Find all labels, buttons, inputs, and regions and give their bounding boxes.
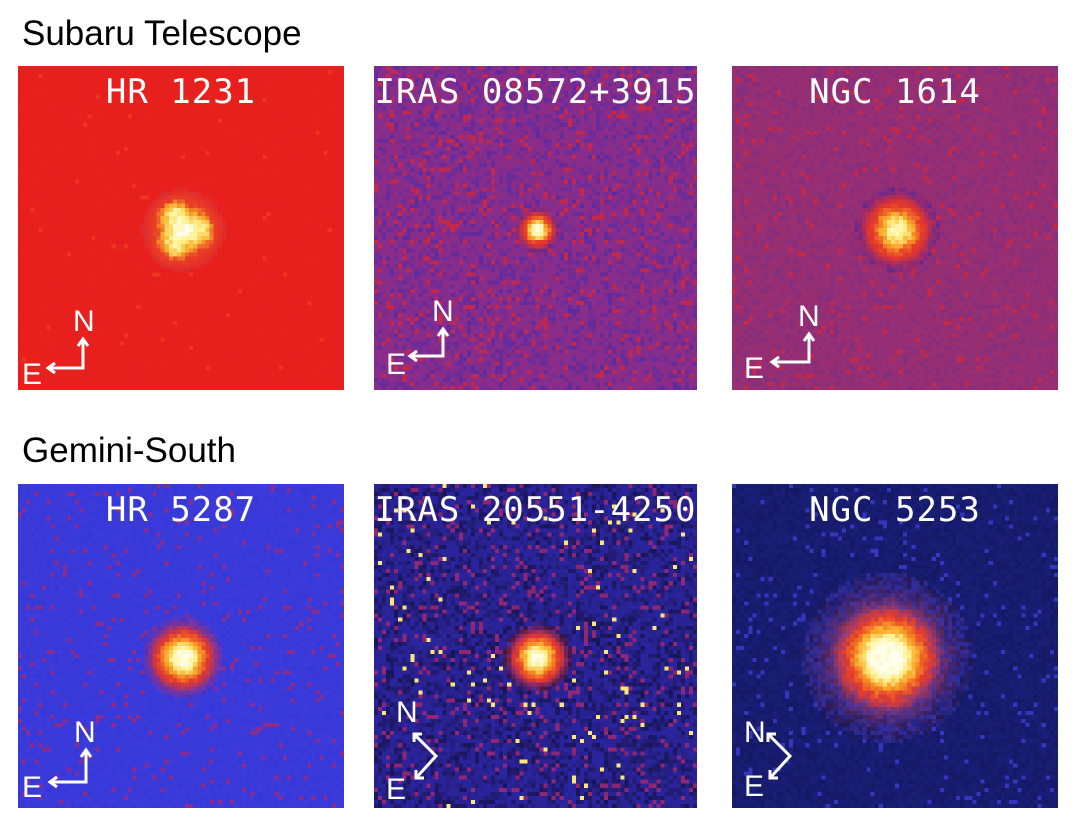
panel-label: HR 1231 [105,72,257,112]
image-panel-iras-20551: IRAS 20551-4250 N E [374,484,697,808]
astro-image [732,66,1058,390]
image-panel-ngc-1614: NGC 1614 N E [732,66,1058,390]
panel-label: NGC 5253 [809,490,981,530]
compass-icon: N E [386,696,439,806]
astro-image [374,66,697,390]
compass-north-label: N [798,300,820,333]
compass-north-label: N [744,716,766,749]
panel-label: IRAS 08572+3915 [374,72,697,112]
panel-label: IRAS 20551-4250 [374,490,697,530]
image-panel-ngc-5253: NGC 5253 N E [732,484,1058,808]
compass-east-label: E [744,770,764,803]
astro-image [18,484,344,808]
image-panel-hr-5287: HR 5287 N E [18,484,344,808]
compass-east-label: E [386,773,406,806]
compass-icon: N E [22,716,96,804]
compass-east-label: E [744,352,764,385]
panel-label: NGC 1614 [809,72,981,112]
panel-label: HR 5287 [105,490,257,530]
image-panel-hr-1231: HR 1231 N E [18,66,344,390]
compass-north-label: N [74,716,96,749]
compass-icon: N E [744,716,793,803]
compass-east-label: E [386,348,406,381]
compass-north-label: N [396,696,418,729]
compass-icon: N E [386,295,454,381]
astro-image [374,484,697,808]
astro-image [18,66,344,390]
section-title-subaru: Subaru Telescope [22,14,302,53]
compass-icon: N E [744,300,820,385]
compass-east-label: E [22,358,42,390]
compass-east-label: E [22,771,42,804]
section-title-gemini: Gemini-South [22,431,236,470]
compass-north-label: N [432,295,454,328]
compass-north-label: N [73,305,95,338]
image-panel-iras-08572: IRAS 08572+3915 N E [374,66,697,390]
compass-icon: N E [22,305,95,390]
